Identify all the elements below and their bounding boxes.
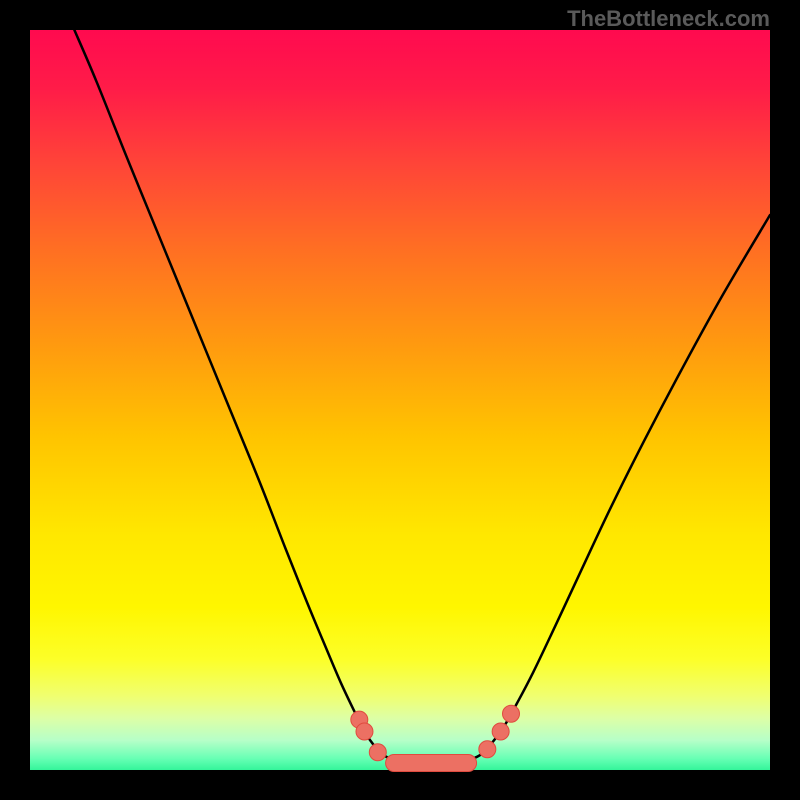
plot-background: [30, 30, 770, 770]
watermark-text: TheBottleneck.com: [567, 6, 770, 32]
marker-dot: [503, 705, 520, 722]
marker-pill: [386, 754, 477, 771]
chart-svg: [0, 0, 800, 800]
marker-dot: [369, 744, 386, 761]
marker-dot: [479, 741, 496, 758]
chart-frame: TheBottleneck.com: [0, 0, 800, 800]
marker-dot: [492, 723, 509, 740]
marker-dot: [356, 723, 373, 740]
